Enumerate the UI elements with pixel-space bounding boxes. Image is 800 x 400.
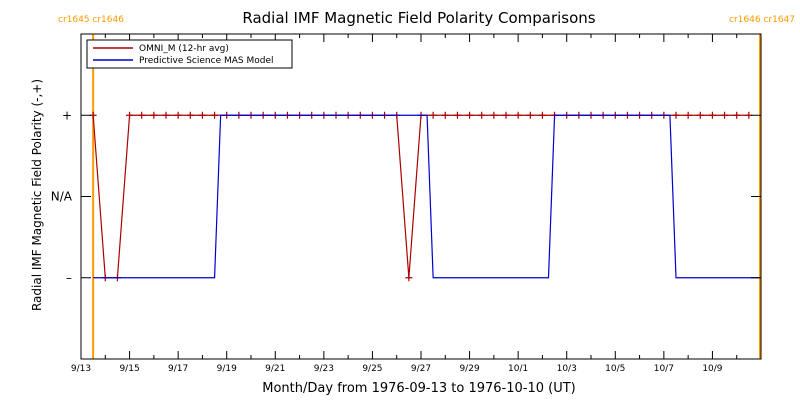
y-axis-ticks: + N/A – — [51, 108, 761, 285]
series-0-point-35 — [514, 111, 522, 119]
x-tick-label-10: 10/3 — [557, 364, 577, 374]
series-0-point-4 — [138, 111, 146, 119]
legend-box — [86, 39, 293, 69]
series-0-point-28 — [429, 111, 437, 119]
x-tick-label-8: 9/29 — [459, 364, 479, 374]
series-0-point-30 — [453, 111, 461, 119]
series-0-point-31 — [466, 111, 474, 119]
legend: OMNI_M (12-hr avg) Predictive Science MA… — [86, 39, 293, 69]
series-0-point-8 — [186, 111, 194, 119]
y-tick-label-0: + — [62, 108, 72, 122]
x-tick-label-6: 9/25 — [362, 364, 382, 374]
series-0-point-50 — [696, 111, 704, 119]
cr-marker-label-0: cr1645 cr1646 — [58, 15, 124, 25]
series-0-point-51 — [708, 111, 716, 119]
chart-title: Radial IMF Magnetic Field Polarity Compa… — [242, 9, 595, 27]
x-tick-label-5: 9/23 — [314, 364, 334, 374]
x-tick-label-0: 9/13 — [71, 364, 91, 374]
x-tick-label-1: 9/15 — [119, 364, 139, 374]
x-axis-ticks: 9/13 9/15 9/17 9/19 9/21 9/23 9/25 9/27 9/29 10/1… — [71, 34, 738, 374]
series-0-point-32 — [478, 111, 486, 119]
x-tick-label-13: 10/9 — [702, 364, 722, 374]
series-line-0 — [92, 114, 749, 279]
series-0-point-26 — [405, 274, 413, 282]
x-tick-label-12: 10/7 — [654, 364, 674, 374]
x-tick-label-7: 9/27 — [411, 364, 431, 374]
series-0-point-52 — [721, 111, 729, 119]
series-0-point-5 — [150, 111, 158, 119]
series-0-point-48 — [672, 111, 680, 119]
legend-label-omni: OMNI_M (12-hr avg) — [139, 44, 229, 54]
series-0-point-7 — [174, 111, 182, 119]
series-0-point-9 — [198, 111, 206, 119]
series-0-point-36 — [526, 111, 534, 119]
x-tick-label-11: 10/5 — [605, 364, 625, 374]
x-axis-label: Month/Day from 1976-09-13 to 1976-10-10 … — [262, 381, 575, 396]
series-0-point-34 — [502, 111, 510, 119]
y-tick-label-1: N/A — [51, 190, 73, 204]
series-0-point-3 — [126, 111, 134, 119]
cr-marker-label-1: cr1646 cr1647 — [729, 15, 795, 25]
series-0-point-29 — [441, 111, 449, 119]
series-0-point-53 — [733, 111, 741, 119]
series-0-point-49 — [684, 111, 692, 119]
x-tick-label-3: 9/19 — [217, 364, 237, 374]
series-0-point-10 — [211, 111, 219, 119]
series-0-point-33 — [490, 111, 498, 119]
series-line-1 — [93, 114, 760, 279]
legend-label-mas: Predictive Science MAS Model — [139, 56, 274, 66]
series-0-point-37 — [538, 111, 546, 119]
y-axis-label: Radial IMF Magnetic Field Polarity (-,+) — [30, 79, 44, 311]
series-0-point-6 — [162, 111, 170, 119]
x-tick-label-9: 10/1 — [508, 364, 528, 374]
y-tick-label-2: – — [66, 271, 72, 285]
data-layer — [89, 111, 760, 282]
x-tick-label-2: 9/17 — [168, 364, 188, 374]
plot-frame — [80, 33, 762, 360]
x-tick-label-4: 9/21 — [265, 364, 285, 374]
